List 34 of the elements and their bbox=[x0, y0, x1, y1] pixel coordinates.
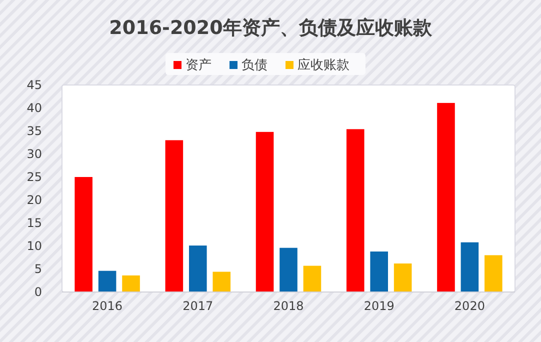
y-tick-label: 10 bbox=[26, 239, 42, 253]
y-tick-label: 45 bbox=[26, 78, 42, 92]
bar bbox=[394, 263, 412, 292]
y-tick-label: 0 bbox=[34, 285, 42, 299]
y-tick-label: 30 bbox=[26, 147, 42, 161]
y-tick-label: 5 bbox=[34, 262, 42, 276]
y-tick-label: 40 bbox=[26, 101, 42, 115]
bar bbox=[437, 102, 455, 292]
x-tick-label: 2019 bbox=[364, 299, 394, 313]
y-tick-label: 35 bbox=[26, 124, 42, 138]
legend-label: 资产 bbox=[186, 58, 212, 73]
chart-title: 2016-2020年资产、负债及应收账款 bbox=[109, 17, 433, 39]
bar bbox=[256, 132, 274, 292]
x-tick-label: 2016 bbox=[92, 299, 123, 313]
bar bbox=[98, 270, 116, 292]
bar bbox=[460, 242, 479, 292]
bar bbox=[346, 129, 364, 292]
bar bbox=[122, 275, 140, 292]
bar bbox=[280, 248, 298, 292]
x-tick-label: 2017 bbox=[182, 299, 214, 313]
bar bbox=[74, 177, 92, 292]
bar bbox=[370, 252, 388, 292]
y-tick-label: 25 bbox=[26, 170, 42, 184]
x-tick-label: 2020 bbox=[454, 299, 485, 313]
legend-label: 应收账款 bbox=[298, 57, 350, 73]
y-tick-label: 20 bbox=[26, 193, 42, 207]
bar bbox=[189, 246, 207, 292]
bar bbox=[303, 266, 322, 292]
bar bbox=[484, 255, 502, 292]
legend-label: 负债 bbox=[242, 58, 268, 73]
bar bbox=[165, 140, 184, 292]
x-tick-label: 2018 bbox=[273, 299, 304, 313]
y-tick-label: 15 bbox=[26, 216, 42, 230]
bar bbox=[212, 272, 231, 292]
